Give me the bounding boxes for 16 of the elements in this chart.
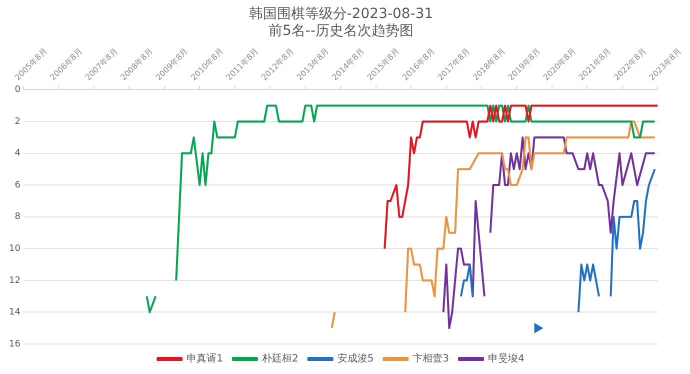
legend-label: 申真谞1 — [186, 352, 223, 365]
legend-label: 安成浚5 — [337, 352, 374, 365]
legend-label: 申旻埈4 — [488, 352, 524, 365]
chart-subtitle: 前5名--历史名次趋势图 — [268, 22, 414, 39]
y-tick-label: 0 — [14, 85, 21, 96]
y-tick-label: 2 — [14, 116, 20, 127]
y-tick-label: 10 — [9, 244, 21, 254]
legend-label: 朴廷桓2 — [260, 352, 298, 365]
chart-title: 韩国围棋等级分-2023-08-31 — [248, 6, 434, 22]
y-tick-label: 4 — [14, 148, 21, 159]
y-tick-label: 12 — [9, 276, 20, 286]
y-tick-label: 14 — [9, 308, 21, 318]
y-tick-label: 8 — [14, 212, 21, 222]
y-tick-label: 6 — [14, 180, 21, 190]
y-tick-label: 16 — [9, 339, 21, 350]
legend-label: 卞相壹3 — [412, 352, 450, 365]
